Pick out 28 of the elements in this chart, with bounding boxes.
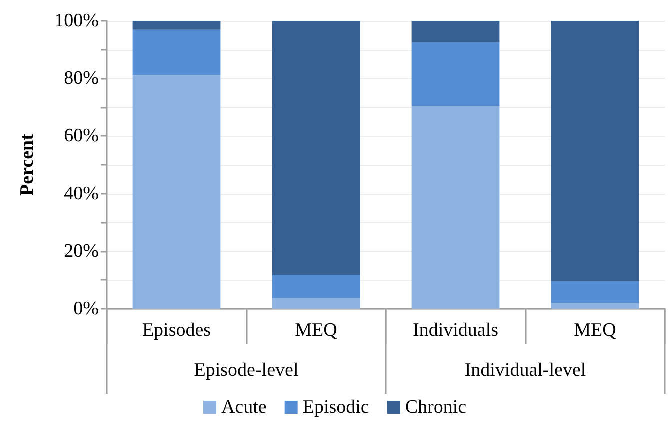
text: Individual-level [464,360,586,381]
bar [272,298,360,309]
y-tick-label: 20% [64,240,100,262]
bar [132,75,221,309]
x-tick-label: MEQ [574,320,617,341]
y-tick-label: 0% [74,298,100,320]
bar [551,281,640,304]
legend-label: Acute [221,397,267,418]
bar [412,106,500,309]
x-tick-label: Episodes [142,320,212,341]
bar [412,21,500,42]
y-tick-label: 100% [54,10,100,32]
bar [272,21,360,276]
x-tick-label: MEQ [295,320,338,341]
bar [551,303,640,309]
bar [132,30,221,76]
bar [551,21,640,282]
x-tick-label: Individuals [413,320,498,341]
text: Episode-level [194,360,299,381]
y-tick-label: 40% [64,183,100,204]
legend-label: Chronic [405,397,467,418]
bar [132,21,221,30]
y-tick-label: 60% [64,126,100,147]
bar [412,42,500,106]
legend-label: Episodic [302,397,370,418]
y-tick-label: 80% [64,68,100,90]
y-axis-title: Percent [17,133,38,196]
bar [272,275,360,298]
